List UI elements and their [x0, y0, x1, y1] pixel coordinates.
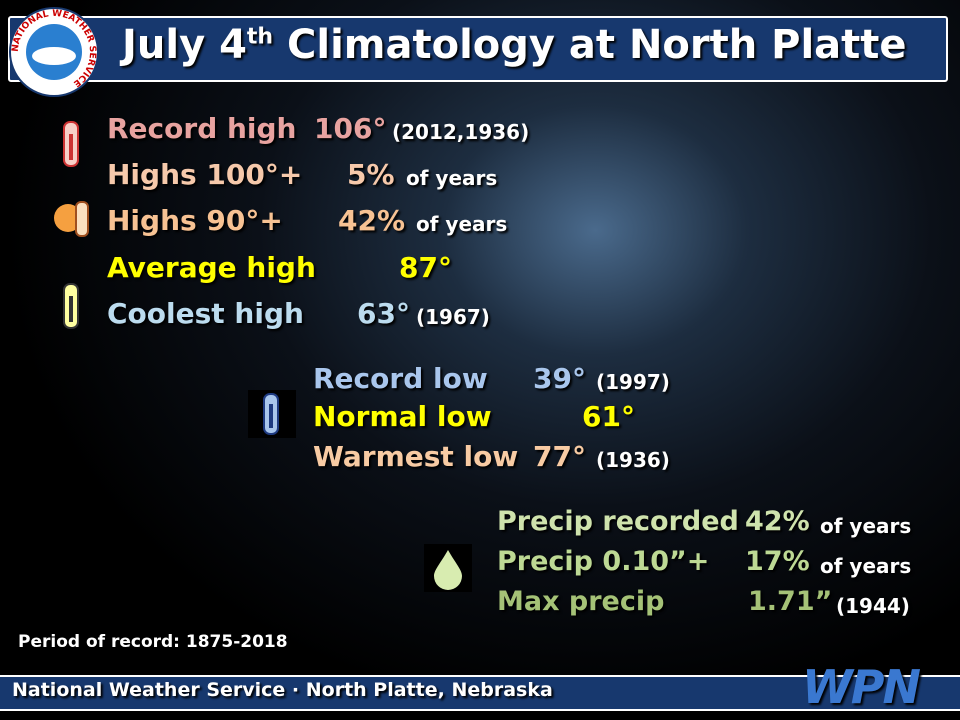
row-label: Warmest low [313, 440, 519, 473]
row-label: Highs 100°+ [107, 158, 303, 191]
title-bar [8, 16, 948, 82]
row-value: 5% [347, 158, 395, 191]
thermo-mild [63, 283, 79, 329]
row-label: Precip 0.10”+ [497, 546, 710, 577]
nws-logo: NATIONAL WEATHER SERVICE [9, 7, 99, 97]
row-value: 42% [338, 204, 406, 237]
row-label: Highs 90°+ [107, 204, 283, 237]
sun-icon [54, 201, 89, 237]
row-label: Normal low [313, 400, 492, 433]
row-label: Average high [107, 251, 316, 284]
row-note: of years [820, 514, 912, 538]
row-value: 106° [314, 112, 387, 145]
row-value: 1.71” [748, 586, 833, 617]
row-value: 39° [533, 362, 586, 395]
office-name: National Weather Service · North Platte,… [12, 679, 553, 701]
row-value: 63° [357, 297, 410, 330]
row-note: (2012,1936) [392, 120, 530, 144]
row-label: Coolest high [107, 297, 304, 330]
row-value: 77° [533, 440, 586, 473]
title-pre: July 4 [122, 22, 247, 68]
row-note: of years [820, 554, 912, 578]
row-label: Precip recorded [497, 506, 739, 537]
title: July 4th Climatology at North Platte [122, 22, 907, 68]
row-label: Max precip [497, 586, 665, 617]
row-value: 42% [745, 506, 810, 537]
title-post: Climatology at North Platte [287, 22, 907, 68]
row-note: (1936) [596, 448, 670, 472]
row-note: (1944) [836, 594, 910, 618]
row-note: of years [416, 212, 508, 236]
title-sup: th [246, 24, 274, 50]
row-value: 17% [745, 546, 810, 577]
row-label: Record high [107, 112, 297, 145]
drop-icon [424, 544, 472, 592]
row-value: 87° [399, 251, 452, 284]
row-note: (1967) [416, 305, 490, 329]
office-logo: WPN [802, 660, 921, 714]
period-note: Period of record: 1875-2018 [18, 632, 288, 652]
row-note: (1997) [596, 370, 670, 394]
footer-bar [0, 675, 960, 711]
thermo-hot [63, 121, 79, 167]
row-note: of years [406, 166, 498, 190]
thermo-cold [248, 390, 296, 438]
row-label: Record low [313, 362, 488, 395]
row-value: 61° [582, 400, 635, 433]
